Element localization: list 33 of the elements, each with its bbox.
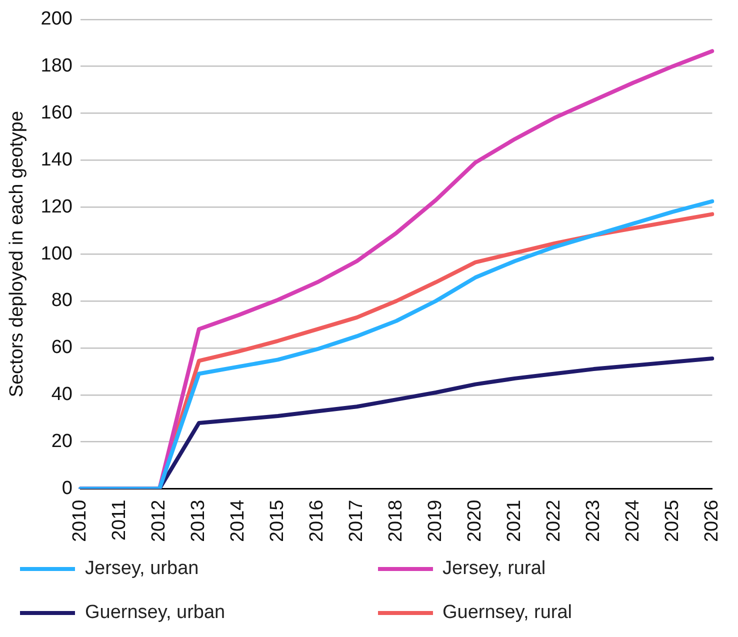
legend-label: Jersey, urban — [85, 558, 199, 580]
y-tick-label: 100 — [40, 243, 72, 264]
x-tick-label: 2021 — [504, 500, 526, 542]
x-tick-label: 2015 — [267, 500, 288, 542]
y-axis-title: Sectors deployed in each geotype — [6, 110, 28, 398]
y-tick-label: 180 — [40, 56, 72, 77]
y-tick-label: 60 — [51, 337, 72, 358]
y-tick-label: 0 — [62, 478, 72, 499]
x-tick-label: 2017 — [346, 500, 368, 542]
x-tick-label: 2016 — [306, 500, 328, 542]
y-tick-label: 80 — [51, 290, 72, 312]
y-tick-label: 120 — [40, 196, 72, 218]
y-tick-label: 160 — [40, 102, 72, 124]
y-tick-label: 140 — [40, 149, 72, 170]
x-tick-label: 2018 — [386, 500, 407, 542]
y-tick-label: 40 — [51, 384, 72, 406]
x-tick-label: 2023 — [582, 500, 604, 542]
y-tick-label: 200 — [40, 8, 72, 30]
x-tick-label: 2014 — [228, 499, 249, 542]
legend-label: Guernsey, rural — [442, 602, 572, 624]
x-tick-label: 2025 — [662, 500, 683, 542]
x-tick-label: 2011 — [109, 500, 130, 541]
x-tick-label: 2022 — [544, 500, 565, 542]
x-tick-label: 2019 — [425, 500, 446, 542]
legend-label: Guernsey, urban — [85, 602, 226, 624]
legend-label: Jersey, rural — [442, 558, 546, 580]
x-tick-label: 2013 — [188, 500, 210, 542]
x-tick-label: 2026 — [701, 500, 722, 542]
y-tick-label: 20 — [51, 431, 72, 452]
x-tick-label: 2010 — [70, 500, 91, 542]
x-tick-label: 2012 — [148, 500, 170, 542]
x-tick-label: 2020 — [464, 500, 486, 542]
x-tick-label: 2024 — [622, 499, 644, 542]
